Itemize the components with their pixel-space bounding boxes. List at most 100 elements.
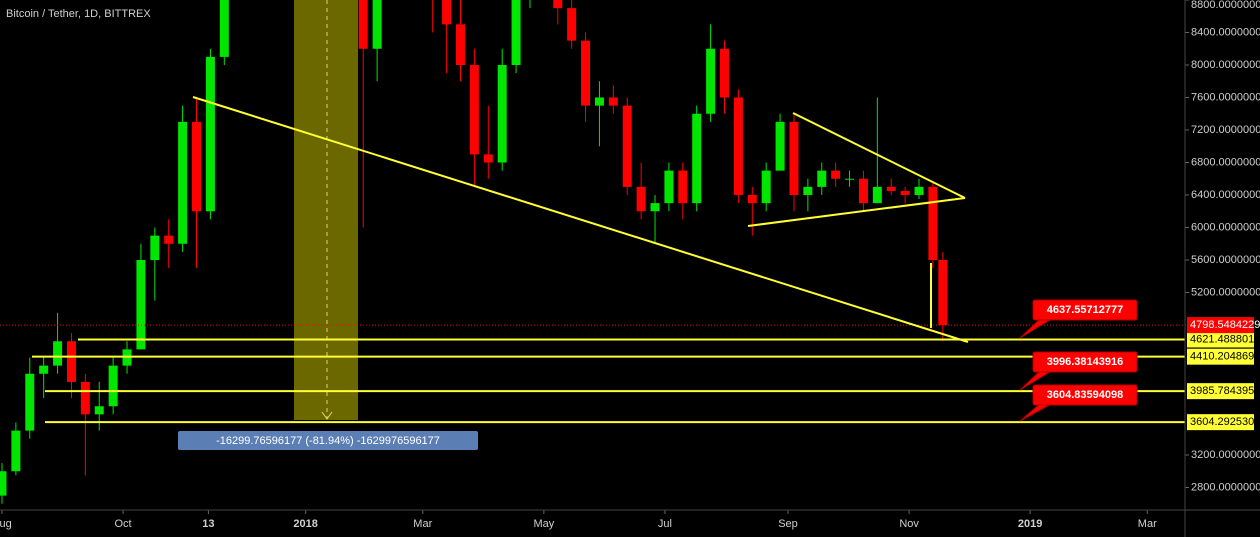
x-tick-label: 13 [202, 518, 214, 530]
candle-body [25, 373, 35, 431]
candle-body [845, 178, 855, 180]
candle-body [581, 40, 591, 106]
candle-body [511, 0, 521, 65]
y-tick-label: 7200.00000000 [1191, 124, 1260, 136]
callout-label: 4637.55712777 [1047, 304, 1123, 316]
y-tick-label: 8800.00000000 [1191, 0, 1260, 11]
price-level-label: 3604.29253035 [1190, 416, 1260, 428]
callout-pointer [1019, 317, 1054, 339]
candle-body [636, 186, 646, 212]
candle-body [817, 170, 827, 187]
x-tick-label: 2019 [1018, 518, 1042, 530]
y-tick-label: 8400.00000000 [1191, 26, 1260, 38]
price-level-label: 4410.20486947 [1190, 351, 1260, 363]
candle-body [150, 235, 160, 260]
candle-body [442, 0, 452, 25]
candle-body [372, 0, 382, 49]
x-tick-label: May [533, 518, 554, 530]
candle-body [0, 471, 7, 496]
callout-box [1032, 351, 1138, 373]
callout-box [1032, 384, 1138, 406]
trend-line [192, 96, 969, 343]
candle-body [900, 190, 910, 195]
candle-body [622, 105, 632, 187]
x-tick-label: Oct [115, 518, 132, 530]
candle-body [205, 56, 215, 212]
candle-body [553, 0, 563, 9]
price-level-tag [1187, 331, 1254, 348]
chart-title: Bitcoin / Tether, 1D, BITTREX [6, 8, 151, 20]
x-tick-label: Aug [0, 518, 12, 530]
candle-body [775, 121, 785, 171]
candle-body [719, 48, 729, 98]
callout-pointer [1019, 402, 1054, 422]
candle-body [219, 0, 229, 57]
candle-body [108, 365, 118, 407]
candle-body [39, 365, 49, 374]
price-level-label: 3985.78439565 [1190, 385, 1260, 397]
x-tick-label: 2018 [293, 518, 317, 530]
callout-label: 3996.38143916 [1047, 356, 1123, 368]
y-tick-label: 6400.00000000 [1191, 189, 1260, 201]
candle-body [164, 235, 174, 244]
candle-body [11, 430, 21, 472]
candle-body [692, 113, 702, 204]
current-price-label: 4798.54842290 [1190, 319, 1260, 331]
candle-body [733, 97, 743, 195]
candle-body [858, 178, 868, 204]
candle-body [94, 406, 104, 415]
candle-body [567, 8, 577, 41]
price-level-tag [1187, 414, 1254, 431]
candle-body [678, 170, 688, 204]
x-tick-label: Sep [778, 518, 798, 530]
candle-body [831, 170, 841, 179]
y-tick-label: 3200.00000000 [1191, 449, 1260, 461]
trend-lines [192, 96, 969, 343]
candle-body [664, 170, 674, 204]
candle-body [594, 97, 604, 106]
candle-body [650, 203, 660, 212]
candle-body [706, 48, 716, 114]
candle-body [358, 0, 368, 49]
price-level-tag [1187, 348, 1254, 365]
candle-body [469, 64, 479, 155]
measurement-box [178, 431, 478, 450]
measurement-label: -16299.76596177 (-81.94%) -1629976596177 [216, 435, 440, 447]
candle-body [483, 154, 493, 163]
candle-body [803, 186, 813, 195]
candle-body [53, 341, 63, 366]
range-arrow [321, 411, 333, 420]
callout-box [1032, 299, 1138, 321]
y-tick-label: 2800.00000000 [1191, 481, 1260, 493]
date-range-highlight [294, 0, 358, 420]
callout-pointer [1019, 369, 1054, 391]
x-tick-label: Nov [899, 518, 919, 530]
y-tick-label: 8000.00000000 [1191, 59, 1260, 71]
candle-body [178, 121, 188, 244]
y-tick-label: 5600.00000000 [1191, 254, 1260, 266]
candle-body [914, 186, 924, 195]
candle-body [928, 186, 938, 260]
candle-body [938, 259, 948, 325]
x-tick-label: Jul [658, 518, 672, 530]
x-tick-label: Mar [413, 518, 432, 530]
candle-body [789, 121, 799, 195]
y-tick-label: 6800.00000000 [1191, 156, 1260, 168]
x-tick-label: Mar [1138, 518, 1157, 530]
price-level-label: 4621.48880139 [1190, 333, 1260, 345]
candle-body [608, 97, 618, 106]
candle-body [80, 381, 90, 415]
candle-body [66, 341, 76, 382]
candle-body [192, 121, 202, 212]
trend-line [792, 112, 966, 199]
y-tick-label: 6000.00000000 [1191, 221, 1260, 233]
candle-body [136, 259, 146, 350]
y-tick-label: 7600.00000000 [1191, 91, 1260, 103]
candle-body [886, 186, 896, 191]
callout-label: 3604.83594098 [1047, 389, 1123, 401]
candle-body [747, 194, 757, 204]
y-tick-label: 5200.00000000 [1191, 286, 1260, 298]
current-price-tag [1187, 317, 1254, 334]
